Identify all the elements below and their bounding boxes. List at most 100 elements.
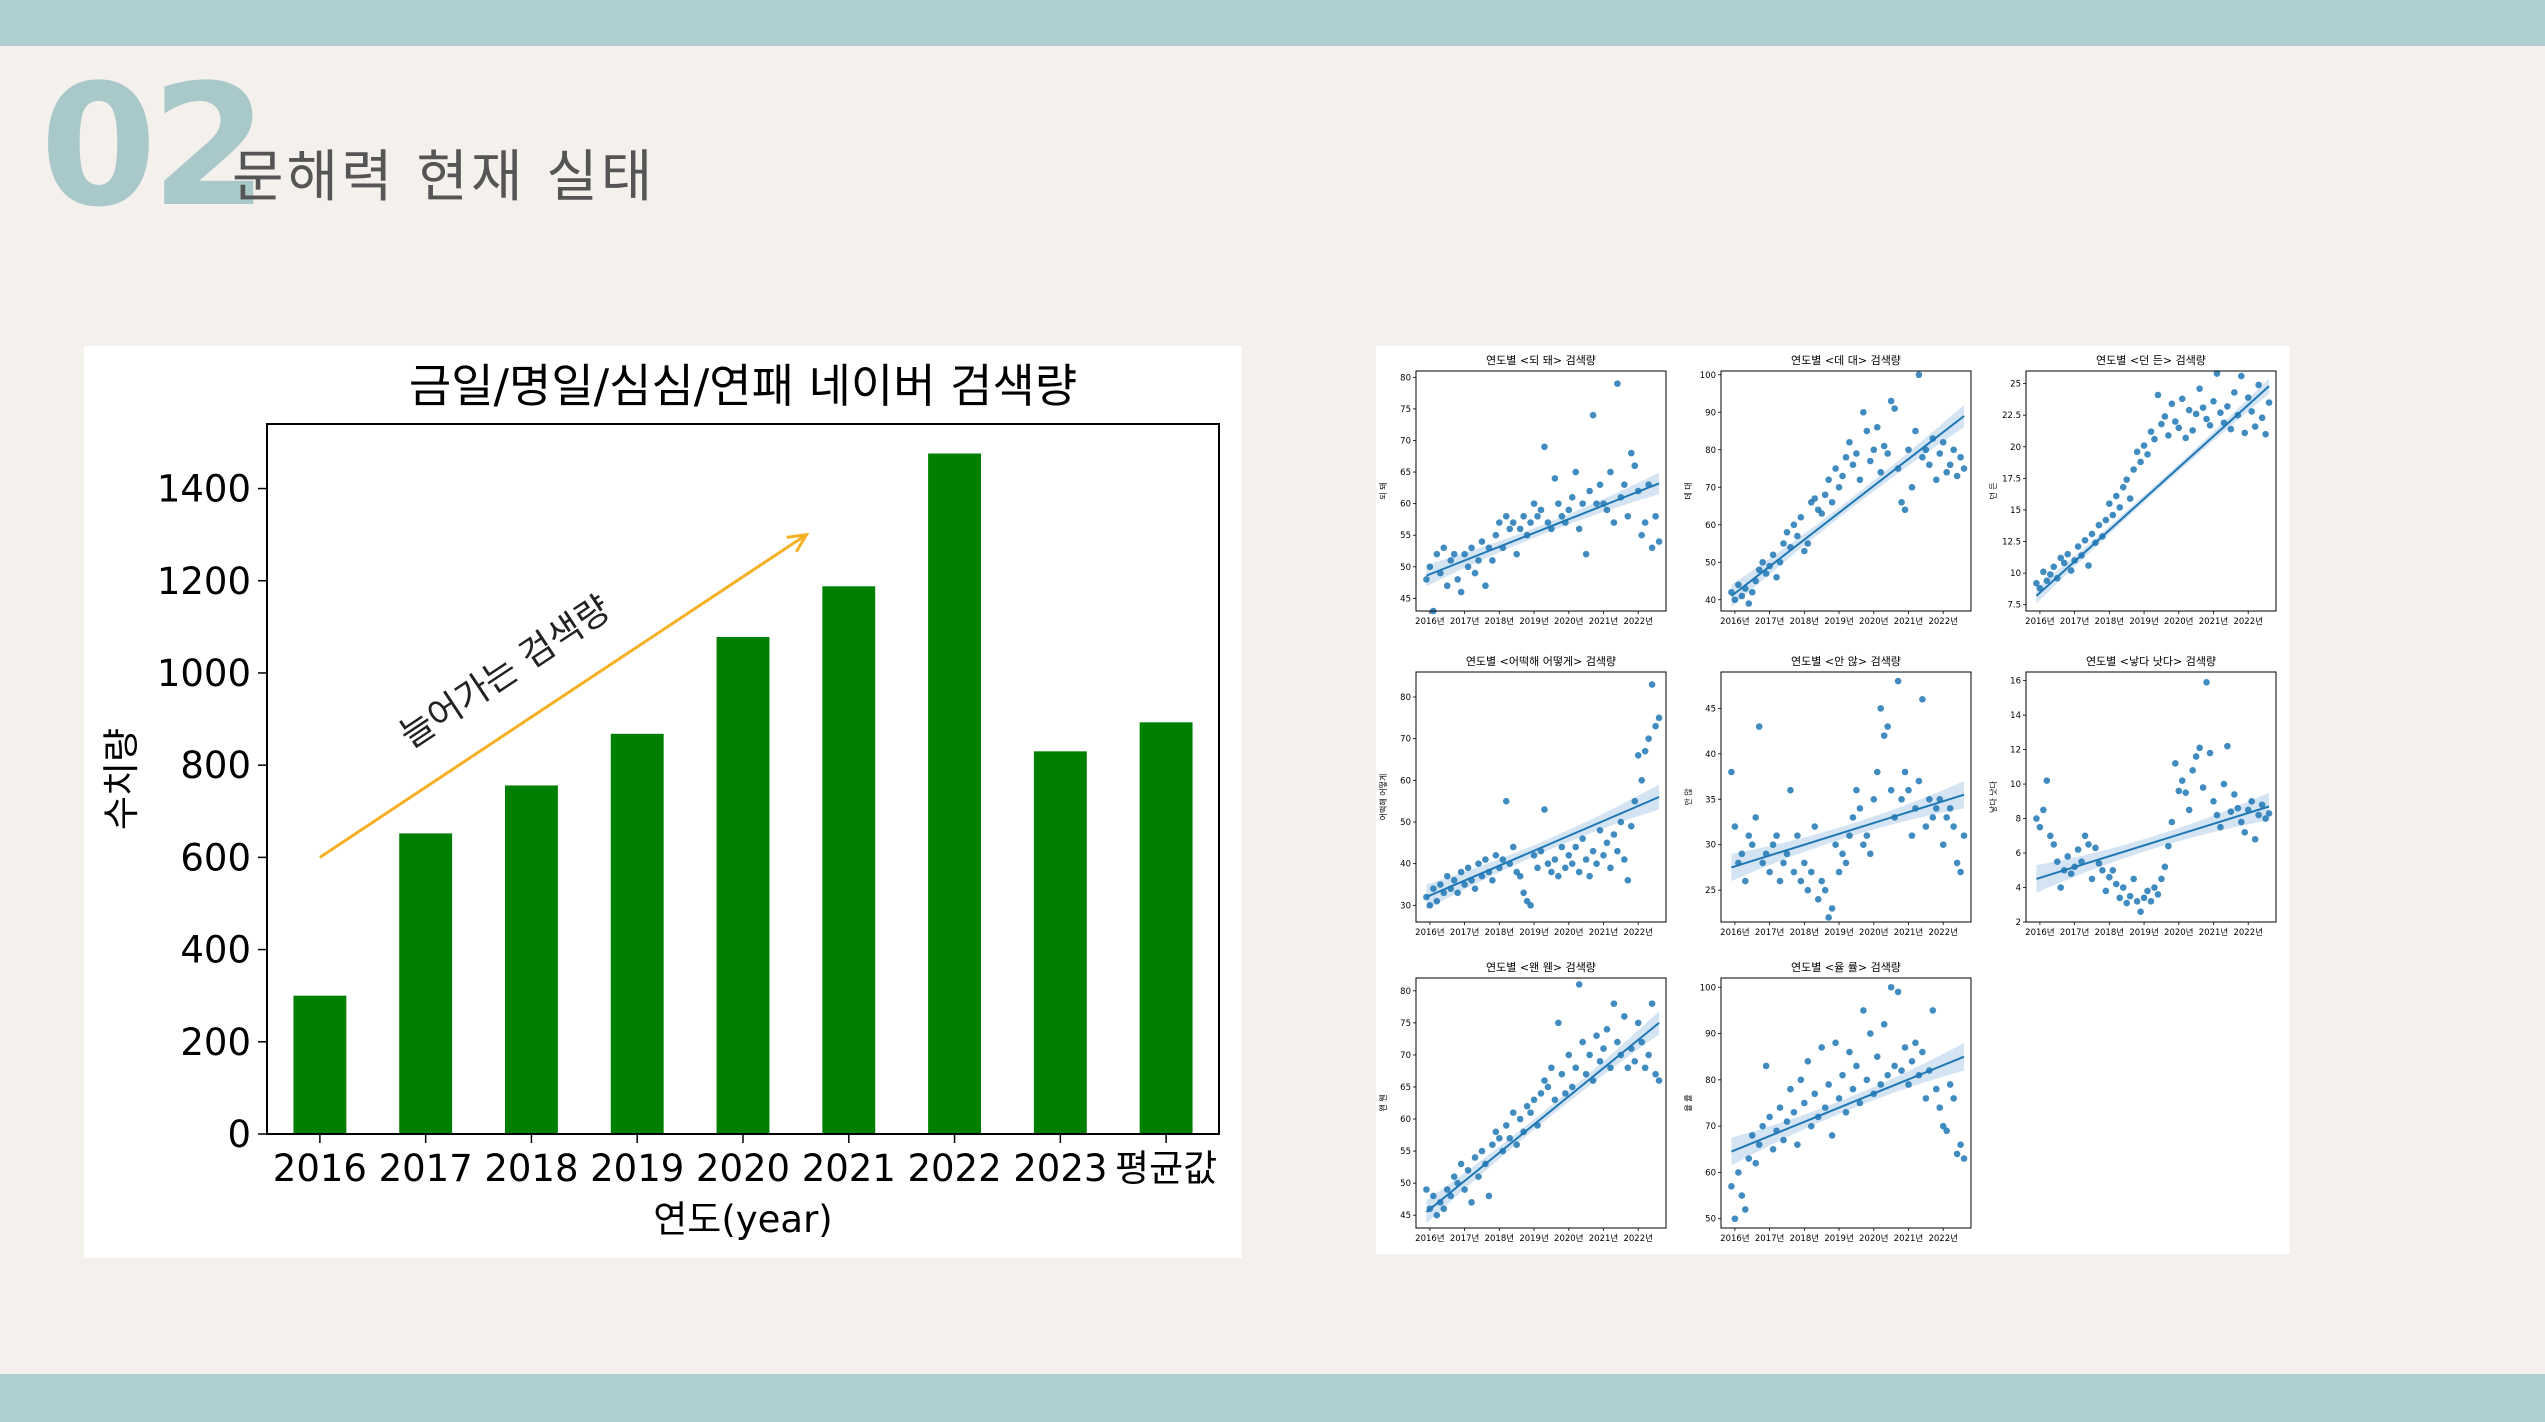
data-point xyxy=(1440,1205,1448,1213)
data-point xyxy=(2231,791,2238,798)
data-point xyxy=(1811,495,1819,502)
data-point xyxy=(2092,844,2099,852)
bar-평균값 xyxy=(1139,722,1193,1134)
data-point xyxy=(1502,797,1510,805)
data-point xyxy=(2123,899,2130,907)
data-point xyxy=(2175,424,2183,432)
y-tick-label: 100 xyxy=(1700,371,1716,381)
data-point xyxy=(1544,1083,1552,1091)
data-point xyxy=(2165,842,2172,850)
data-point xyxy=(1912,1039,1919,1047)
data-point xyxy=(2199,404,2207,411)
data-point xyxy=(1943,1127,1950,1135)
data-point xyxy=(1593,500,1600,507)
data-point xyxy=(1936,795,1944,803)
data-point xyxy=(2095,521,2103,529)
data-point xyxy=(2099,866,2106,874)
y-tick-label: 800 xyxy=(180,744,251,787)
data-point xyxy=(1562,1090,1569,1097)
data-point xyxy=(1565,852,1573,859)
data-point xyxy=(1880,732,1888,739)
data-point xyxy=(1804,886,1812,894)
x-tick-label: 2019년 xyxy=(2129,927,2158,938)
data-point xyxy=(2203,415,2210,423)
data-point xyxy=(1950,446,1957,454)
data-point xyxy=(1735,1169,1742,1176)
y-tick-label: 8 xyxy=(2016,815,2021,825)
data-point xyxy=(1572,843,1580,851)
data-point xyxy=(1835,1095,1843,1102)
data-point xyxy=(1523,531,1531,539)
data-point xyxy=(2192,753,2200,760)
data-point xyxy=(2161,863,2169,871)
data-point xyxy=(1600,500,1607,507)
data-point xyxy=(1648,1000,1656,1007)
data-point xyxy=(1430,1192,1437,1200)
data-point xyxy=(1804,1058,1812,1065)
data-point xyxy=(1905,446,1912,454)
data-point xyxy=(1953,472,1961,480)
data-point xyxy=(2053,858,2061,865)
data-point xyxy=(1478,1147,1486,1155)
data-point xyxy=(1482,582,1489,590)
data-point xyxy=(1766,1113,1773,1121)
data-point xyxy=(1898,498,1905,506)
data-point xyxy=(1593,1032,1600,1039)
data-point xyxy=(2185,406,2193,414)
subplot-y-label: 되 돼 xyxy=(1379,482,1388,499)
data-point xyxy=(1426,563,1434,571)
data-point xyxy=(2213,811,2221,819)
data-point xyxy=(1537,847,1545,855)
y-axis-label: 수치량 xyxy=(100,728,143,830)
data-point xyxy=(1433,550,1441,558)
y-tick-label: 1000 xyxy=(157,652,251,695)
y-tick-label: 1400 xyxy=(157,468,251,511)
data-point xyxy=(1652,1070,1659,1078)
y-tick-label: 55 xyxy=(1400,531,1411,541)
data-point xyxy=(1541,806,1548,813)
data-point xyxy=(1551,856,1559,863)
data-point xyxy=(1825,1081,1832,1088)
scatter-grid-panel: 연도별 <되 돼> 검색량 45 50 55 60 65 70 75 80 2016년 2017년 2… xyxy=(1376,346,2290,1254)
data-point xyxy=(1627,1045,1635,1052)
data-point xyxy=(2248,408,2255,415)
data-point xyxy=(1433,1211,1441,1219)
subplot-title: 연도별 <되 돼> 검색량 xyxy=(1486,354,1596,367)
data-point xyxy=(1828,498,1836,506)
data-point xyxy=(1832,841,1839,849)
data-point xyxy=(2220,780,2228,788)
data-point xyxy=(2262,815,2269,822)
data-point xyxy=(1641,1064,1649,1072)
data-point xyxy=(1544,519,1552,526)
scatter-subplot-7: 연도별 <왠 웬> 검색량 45 50 55 60 65 70 75 80 2016년 2017년 2… xyxy=(1379,961,1667,1244)
y-tick-label: 40 xyxy=(1705,750,1716,760)
data-point xyxy=(1502,1122,1510,1129)
data-point xyxy=(1627,822,1635,830)
section-number: 02 xyxy=(40,48,268,244)
data-point xyxy=(1641,519,1649,526)
bar-chart-panel: 금일/명일/심심/연패 네이버 검색량 0 200 400 600 800 1000 1200… xyxy=(84,346,1242,1258)
data-point xyxy=(2255,381,2262,389)
data-point xyxy=(1807,868,1815,876)
data-point xyxy=(2175,787,2183,795)
data-point xyxy=(2050,841,2058,848)
data-point xyxy=(1759,558,1766,566)
data-point xyxy=(2047,571,2054,578)
data-point xyxy=(1908,832,1916,839)
data-point xyxy=(1548,868,1555,876)
data-point xyxy=(1572,468,1580,476)
data-point xyxy=(1513,550,1520,558)
y-tick-label: 12.5 xyxy=(2002,538,2021,548)
data-point xyxy=(1586,487,1593,495)
data-point xyxy=(1946,461,1954,469)
data-point xyxy=(1870,446,1878,454)
x-tick-label: 2020년 xyxy=(1859,616,1888,627)
data-point xyxy=(2033,579,2040,587)
data-point xyxy=(1485,868,1493,876)
data-point xyxy=(1748,1132,1756,1139)
data-point xyxy=(1516,1115,1524,1123)
data-point xyxy=(1842,859,1850,867)
data-point xyxy=(1443,1186,1451,1193)
x-tick-label: 2022년 xyxy=(2233,616,2262,627)
data-point xyxy=(1437,1199,1444,1206)
